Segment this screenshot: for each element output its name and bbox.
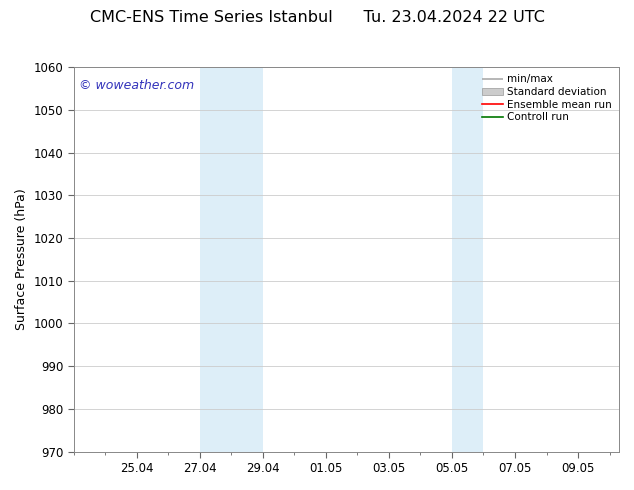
Bar	[200, 67, 263, 452]
Y-axis label: Surface Pressure (hPa): Surface Pressure (hPa)	[15, 189, 28, 330]
Text: CMC-ENS Time Series Istanbul      Tu. 23.04.2024 22 UTC: CMC-ENS Time Series Istanbul Tu. 23.04.2…	[89, 10, 545, 25]
Legend: min/max, Standard deviation, Ensemble mean run, Controll run: min/max, Standard deviation, Ensemble me…	[480, 73, 614, 124]
Text: © woweather.com: © woweather.com	[79, 79, 194, 92]
Bar	[452, 67, 484, 452]
